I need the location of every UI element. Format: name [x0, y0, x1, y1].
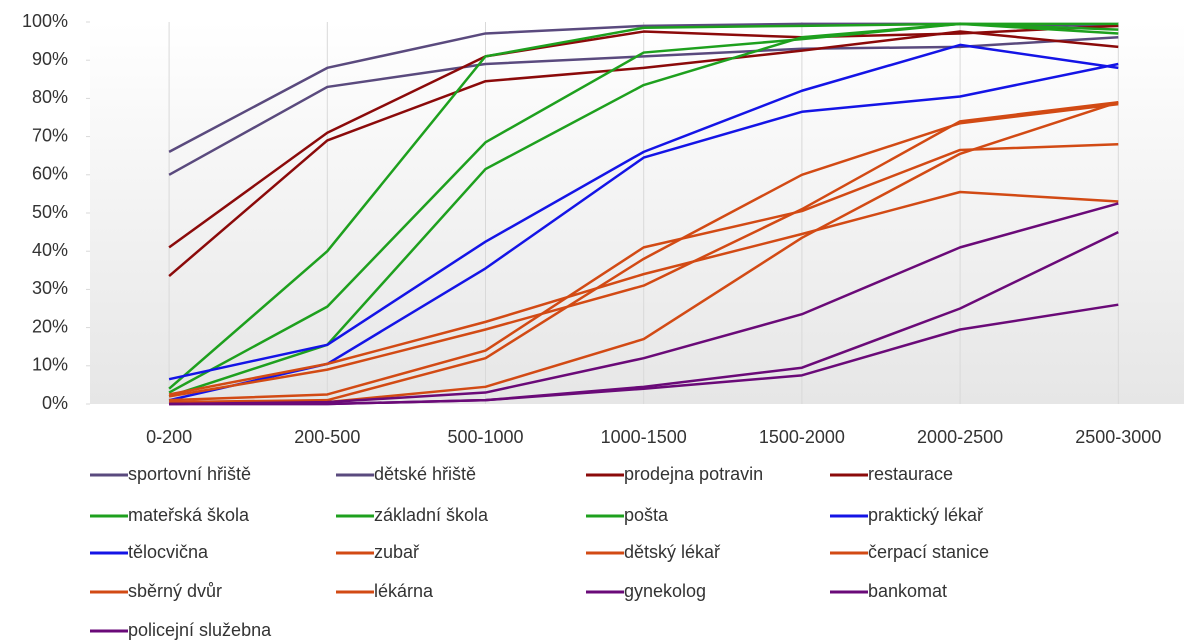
legend-label: praktický lékař [868, 505, 984, 525]
series-line [168, 100, 1119, 398]
series-line [169, 142, 1119, 402]
y-tick-label: 30% [32, 278, 68, 298]
x-tick-label: 0-200 [146, 427, 192, 447]
y-tick-label: 0% [42, 393, 68, 413]
legend-label: prodejna potravin [624, 464, 763, 484]
y-tick-label: 10% [32, 355, 68, 375]
legend-label: sběrný dvůr [128, 581, 222, 601]
series-line [168, 30, 1119, 277]
legend-label: gynekolog [624, 581, 706, 601]
y-tick-label: 50% [32, 202, 68, 222]
series-line [169, 202, 1119, 406]
series-line [168, 190, 1119, 396]
legend-label: dětské hřiště [374, 464, 476, 484]
legend-label: sportovní hřiště [128, 464, 251, 484]
legend-label: bankomat [868, 581, 947, 601]
legend-label: mateřská škola [128, 505, 250, 525]
y-tick-label: 90% [32, 49, 68, 69]
y-tick-label: 100% [22, 11, 68, 31]
legend-label: lékárna [374, 581, 434, 601]
y-tick-label: 60% [32, 164, 68, 184]
legend-label: restaurace [868, 464, 953, 484]
series-line [168, 36, 1119, 176]
y-tick-label: 70% [32, 125, 68, 145]
y-tick-label: 80% [32, 87, 68, 107]
legend-label: dětský lékař [624, 542, 721, 562]
series-line [169, 303, 1119, 406]
x-tick-label: 200-500 [294, 427, 360, 447]
legend-label: pošta [624, 505, 669, 525]
legend-label: policejní služebna [128, 620, 272, 640]
legend-label: čerpací stanice [868, 542, 989, 562]
x-tick-label: 500-1000 [447, 427, 523, 447]
y-tick-label: 40% [32, 240, 68, 260]
x-tick-label: 1500-2000 [759, 427, 845, 447]
series-line [168, 43, 1119, 381]
legend-label: základní škola [374, 505, 489, 525]
legend-label: tělocvična [128, 542, 209, 562]
x-tick-label: 2500-3000 [1075, 427, 1161, 447]
series-line [169, 102, 1119, 404]
x-tick-label: 2000-2500 [917, 427, 1003, 447]
y-tick-label: 20% [32, 316, 68, 336]
legend-label: zubař [374, 542, 420, 562]
series-line [168, 24, 1119, 249]
x-tick-label: 1000-1500 [601, 427, 687, 447]
